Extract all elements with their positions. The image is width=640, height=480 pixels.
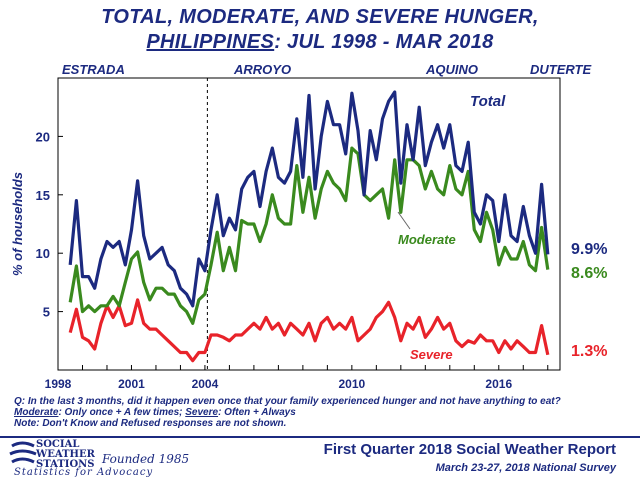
y-tick-label: 20 — [36, 129, 50, 144]
moderate-term: Moderate — [14, 407, 59, 418]
chart-title-line2: PHILIPPINES: JUL 1998 - MAR 2018 — [0, 31, 640, 54]
x-tick-label: 2016 — [485, 377, 512, 391]
survey-question: Q: In the last 3 months, did it happen e… — [14, 396, 561, 407]
footer-divider — [0, 436, 640, 438]
hunger-line-chart: 5 10 15 20 1998 2001 2004 2010 2016 % of househo… — [10, 77, 607, 391]
title-country: PHILIPPINES — [146, 31, 275, 53]
logo-founded: Founded 1985 — [102, 452, 190, 466]
logo-name-line3: STATIONS — [36, 459, 95, 470]
moderate-pointer — [397, 211, 411, 230]
logo-name-line2: WEATHER — [36, 449, 95, 460]
definitions: Moderate: Only once + A few times; Sever… — [14, 407, 634, 418]
severe-term: Severe — [185, 407, 219, 418]
era-label-aquino: AQUINO — [426, 62, 478, 77]
footnotes: Q: In the last 3 months, did it happen e… — [14, 396, 634, 429]
logo-name: SOCIAL WEATHER STATIONS — [36, 440, 95, 470]
logo-name-line1: SOCIAL — [36, 439, 80, 450]
era-label-arroyo: ARROYO — [234, 62, 292, 77]
x-tick-label: 2010 — [339, 377, 366, 391]
title-period: : JUL 1998 - MAR 2018 — [274, 31, 494, 53]
series-line-moderate — [68, 146, 550, 325]
series-label-severe: Severe — [410, 347, 453, 362]
era-label-estrada: ESTRADA — [62, 62, 125, 77]
series-line-total — [68, 90, 550, 308]
era-label-duterte: DUTERTE — [530, 62, 592, 77]
report-title: First Quarter 2018 Social Weather Report — [323, 441, 616, 458]
sws-swirl-icon — [9, 441, 37, 464]
y-tick-label: 15 — [36, 188, 50, 203]
sws-logo: SOCIAL WEATHER STATIONS Founded 1985 Sta… — [6, 440, 226, 478]
final-value-moderate: 8.6% — [571, 265, 607, 282]
series-label-moderate: Moderate — [398, 232, 456, 247]
final-value-total: 9.9% — [571, 241, 607, 258]
series-label-total: Total — [470, 93, 506, 110]
y-axis-label: % of households — [10, 172, 25, 276]
x-tick-label: 2001 — [118, 377, 145, 391]
series-line-severe — [68, 298, 550, 363]
note: Note: Don't Know and Refused responses a… — [14, 418, 287, 429]
moderate-definition: : Only once + A few times; — [58, 407, 186, 418]
x-tick-label: 1998 — [45, 377, 72, 391]
survey-dates: March 23-27, 2018 National Survey — [435, 462, 616, 474]
chart-title-line1: TOTAL, MODERATE, AND SEVERE HUNGER, — [101, 6, 539, 28]
final-value-severe: 1.3% — [571, 343, 607, 360]
x-tick-label: 2004 — [192, 377, 219, 391]
logo-tagline: Statistics for Advocacy — [14, 467, 154, 478]
y-tick-label: 5 — [43, 305, 50, 320]
y-tick-label: 10 — [36, 246, 50, 261]
severe-definition: : Often + Always — [218, 407, 296, 418]
